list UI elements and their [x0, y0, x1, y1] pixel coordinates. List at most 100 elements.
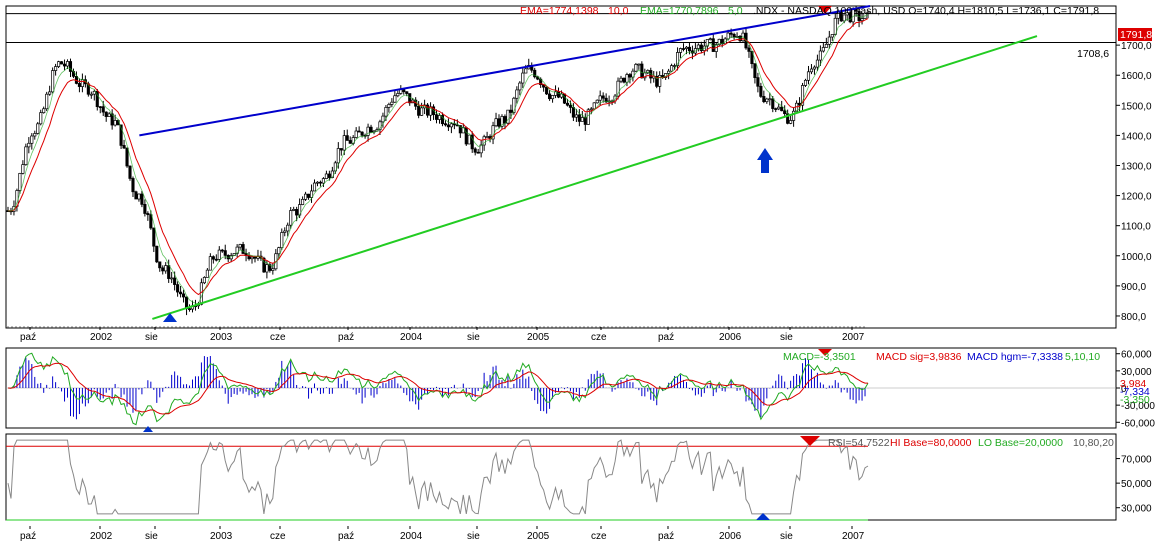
price-bar-body [765, 98, 769, 103]
time-axis-label: sie [780, 332, 793, 343]
price-bar-body [518, 82, 522, 91]
price-bar-body [51, 70, 55, 93]
price-bar-body [179, 291, 183, 295]
price-bar-body [65, 61, 70, 67]
rsi-lo-label: LO Base=20,0000 [978, 437, 1063, 449]
time-axis-label: 2007 [842, 531, 865, 542]
price-bar-body [458, 125, 462, 134]
price-bar-body [586, 109, 590, 125]
rsi-line [7, 439, 869, 515]
price-bar-body [434, 114, 439, 120]
price-bar-body [634, 64, 638, 72]
price-bar-body [366, 126, 370, 136]
price-bar-body [595, 99, 599, 104]
price-bar-body [687, 46, 692, 52]
price-bar-body [289, 210, 293, 226]
price-bar-body [143, 204, 147, 214]
macd-ytick-label: 60,000 [1121, 350, 1152, 361]
time-axis-label: 2002 [90, 332, 113, 343]
price-bar-body [268, 264, 272, 271]
price-bar-body [384, 107, 388, 117]
price-bar-body [509, 109, 513, 113]
macd-ytick-label: 0 [1121, 384, 1127, 395]
price-bar-body [845, 12, 849, 16]
time-axis-label: 2002 [90, 531, 113, 542]
price-bar-body [390, 101, 394, 105]
price-bar-body [616, 80, 620, 97]
ema-green-params: 5,0 [728, 5, 743, 17]
time-axis-label: 2007 [842, 332, 865, 343]
hline-label: 1708,6 [1077, 48, 1109, 60]
price-bar-body [217, 249, 221, 260]
price-bar-body [655, 75, 659, 87]
price-bar-body [271, 268, 275, 271]
time-axis-label: sie [145, 332, 158, 343]
price-bar-body [818, 50, 822, 61]
macd-ytick-label: -60,000 [1121, 418, 1155, 429]
price-bar-body [449, 123, 453, 128]
price-bar-body [420, 107, 424, 116]
price-bar-body [684, 46, 689, 49]
price-bar-body [202, 277, 206, 284]
price-bar-body [101, 106, 105, 113]
time-axis-label: paź [20, 332, 36, 343]
price-bar-body [446, 124, 450, 128]
price-bar-body [309, 190, 314, 198]
price-bar-body [182, 293, 186, 298]
price-ytick-label: 1000,0 [1121, 252, 1152, 263]
price-bar-body [479, 144, 483, 154]
price-ytick-label: 1100,0 [1121, 222, 1151, 233]
price-bar-body [821, 47, 825, 52]
price-bar-body [521, 72, 525, 84]
price-bar-body [312, 182, 317, 192]
price-ytick-label: 1500,0 [1121, 101, 1152, 112]
price-bar-body [625, 74, 629, 83]
price-bar-body [580, 117, 584, 122]
price-bar-body [77, 83, 81, 87]
price-bar-body [137, 193, 141, 200]
price-bar-body [866, 11, 870, 14]
price-bar-body [503, 116, 507, 124]
price-bar-body [556, 91, 561, 98]
price-bar-body [497, 118, 501, 127]
price-bar-body [119, 124, 123, 146]
price-bar-body [321, 178, 325, 184]
time-axis-label: cze [591, 332, 607, 343]
price-bar-body [681, 48, 686, 50]
price-bar-body [482, 136, 486, 146]
price-bar-body [396, 93, 400, 97]
price-bar-body [381, 115, 385, 123]
price-bar-body [777, 106, 781, 110]
price-bar-body [277, 247, 281, 255]
price-bar-body [583, 117, 587, 125]
price-bar-body [220, 249, 224, 252]
price-bar-body [173, 277, 177, 285]
time-axis-label: paź [20, 531, 36, 542]
time-axis-label: sie [780, 531, 793, 542]
time-axis-label: sie [467, 332, 480, 343]
price-bar-body [759, 85, 763, 97]
price-bar-body [860, 18, 864, 21]
price-bar-body [265, 264, 269, 273]
price-bar-body [98, 106, 102, 108]
time-axis-label: paź [338, 332, 354, 343]
macd-sig-label: MACD sig=3,9836 [876, 351, 962, 363]
price-bar-body [357, 130, 361, 133]
rsi-ytick-label: 70,000 [1121, 455, 1152, 466]
price-bar-body [545, 86, 549, 95]
price-bar-body [601, 95, 605, 99]
price-bar-body [354, 130, 358, 138]
price-bar-body [360, 131, 364, 136]
price-bar-body [780, 106, 784, 112]
time-axis-label: 2005 [527, 531, 550, 542]
red-down-arrow [818, 6, 832, 14]
price-bar-body [637, 63, 641, 66]
price-bar-body [571, 107, 575, 118]
price-bar-body [336, 148, 340, 164]
price-bar-body [307, 193, 311, 198]
price-bar-body [128, 165, 132, 179]
price-bar-body [60, 61, 64, 65]
price-bar-body [803, 79, 808, 86]
price-bar-body [762, 96, 766, 103]
macd-params: 5,10,10 [1065, 351, 1100, 363]
